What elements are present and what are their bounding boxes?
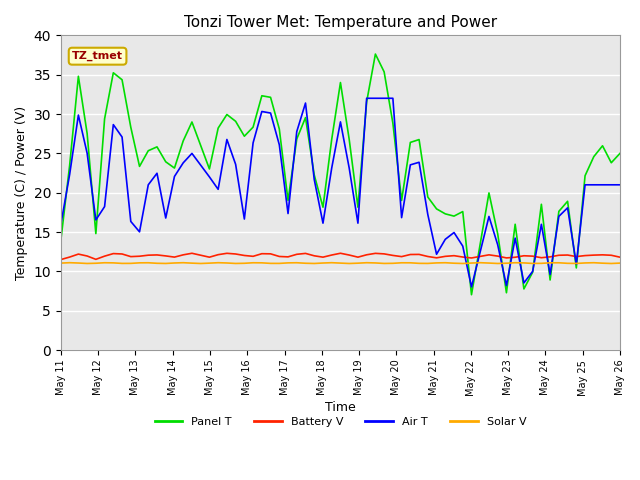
Panel T bbox=[223, 112, 231, 118]
Line: Panel T: Panel T bbox=[61, 54, 620, 295]
Panel T bbox=[616, 150, 624, 156]
Solar V bbox=[188, 260, 196, 266]
Air T bbox=[293, 129, 301, 134]
Battery V bbox=[598, 252, 606, 258]
Text: TZ_tmet: TZ_tmet bbox=[72, 51, 123, 61]
Panel T bbox=[57, 237, 65, 243]
Line: Battery V: Battery V bbox=[61, 253, 620, 260]
Battery V bbox=[188, 251, 196, 256]
Battery V bbox=[354, 254, 362, 260]
Air T bbox=[57, 221, 65, 227]
Battery V bbox=[616, 254, 624, 260]
Panel T bbox=[468, 292, 476, 298]
Y-axis label: Temperature (C) / Power (V): Temperature (C) / Power (V) bbox=[15, 106, 28, 280]
Panel T bbox=[188, 119, 196, 125]
Air T bbox=[188, 151, 196, 156]
Panel T bbox=[555, 208, 563, 214]
Panel T bbox=[372, 51, 380, 57]
Line: Solar V: Solar V bbox=[61, 263, 620, 264]
Battery V bbox=[57, 257, 65, 263]
Solar V bbox=[616, 260, 624, 266]
Panel T bbox=[293, 136, 301, 142]
Battery V bbox=[223, 251, 231, 256]
Panel T bbox=[598, 143, 606, 149]
Solar V bbox=[232, 261, 239, 266]
Legend: Panel T, Battery V, Air T, Solar V: Panel T, Battery V, Air T, Solar V bbox=[150, 412, 531, 431]
Air T bbox=[223, 137, 231, 143]
Air T bbox=[346, 165, 353, 171]
Battery V bbox=[547, 254, 554, 260]
Line: Air T: Air T bbox=[61, 98, 620, 287]
Battery V bbox=[337, 251, 344, 256]
Solar V bbox=[57, 260, 65, 266]
Solar V bbox=[555, 260, 563, 265]
Panel T bbox=[346, 136, 353, 142]
Air T bbox=[363, 96, 371, 101]
X-axis label: Time: Time bbox=[325, 401, 356, 414]
Air T bbox=[616, 182, 624, 188]
Solar V bbox=[197, 261, 205, 266]
Battery V bbox=[293, 252, 301, 257]
Solar V bbox=[598, 260, 606, 266]
Air T bbox=[598, 182, 606, 188]
Air T bbox=[468, 284, 476, 290]
Solar V bbox=[354, 260, 362, 266]
Solar V bbox=[301, 260, 309, 266]
Title: Tonzi Tower Met: Temperature and Power: Tonzi Tower Met: Temperature and Power bbox=[184, 15, 497, 30]
Air T bbox=[555, 214, 563, 219]
Solar V bbox=[476, 260, 484, 265]
